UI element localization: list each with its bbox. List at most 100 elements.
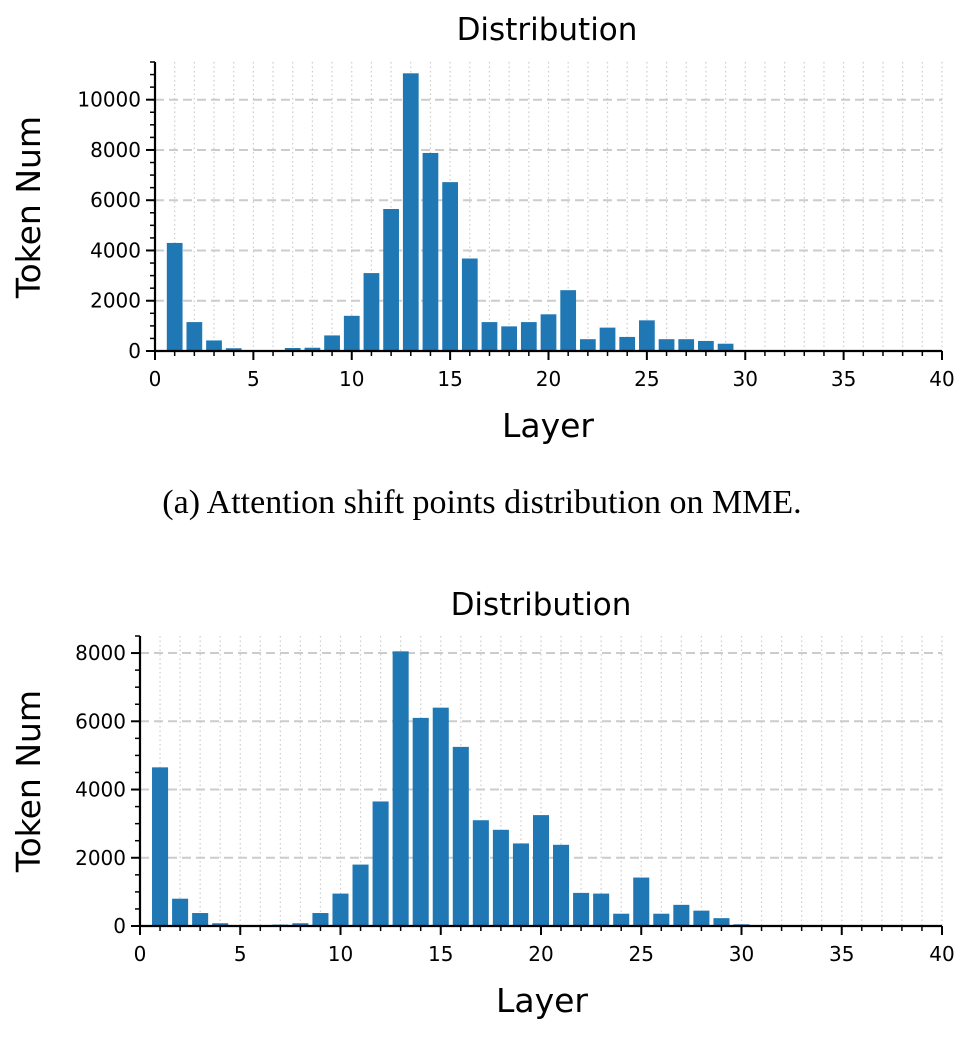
chart-b-bar-layer-4 <box>212 923 229 926</box>
chart-b-bar-layer-3 <box>192 913 209 926</box>
chart-a-bar-layer-4 <box>225 348 242 351</box>
chart-a-bar-layer-11 <box>363 273 380 351</box>
chart-b: Distribution 0 5 10 15 20 25 30 35 40 0 2000 4000 60… <box>9 587 955 1020</box>
chart-a-bar-layer-19 <box>520 322 537 351</box>
chart-b-bar-layer-12 <box>372 801 389 926</box>
chart-a-bar-layer-28 <box>698 340 714 351</box>
chart-b-title: Distribution <box>451 587 632 623</box>
chart-a-bar-layer-25 <box>639 320 655 351</box>
chart-a-bars <box>166 73 734 352</box>
chart-a-bar-layer-13 <box>402 73 419 352</box>
chart-b-ytick-label: 8000 <box>75 641 126 665</box>
chart-b-bar-layer-15 <box>432 707 449 926</box>
chart-a-grid <box>155 62 943 351</box>
chart-a-bar-layer-29 <box>717 343 734 351</box>
chart-b-bar-layer-27 <box>673 904 690 926</box>
chart-b-xtick-label: 15 <box>428 942 453 966</box>
chart-a-xtick-label: 35 <box>831 367 856 391</box>
chart-a-axes <box>146 61 943 360</box>
chart-a-bar-layer-8 <box>304 347 321 351</box>
chart-b-ytick-label: 4000 <box>75 778 126 802</box>
chart-b-bar-layer-29 <box>713 918 730 926</box>
chart-a-xtick-label: 40 <box>929 367 954 391</box>
chart-b-bar-layer-21 <box>553 844 570 926</box>
chart-a-xtick-label: 30 <box>733 367 758 391</box>
chart-b-bar-layer-22 <box>573 892 590 926</box>
chart-b-bar-layer-10 <box>332 893 349 926</box>
chart-b-ytick-label: 2000 <box>75 846 126 870</box>
chart-b-xtick-label: 0 <box>134 942 147 966</box>
chart-a-title: Distribution <box>457 12 638 48</box>
chart-a-bar-layer-12 <box>383 209 399 351</box>
chart-b-bars <box>152 651 750 926</box>
chart-a-bar-layer-21 <box>560 290 577 351</box>
chart-a-xtick-label: 5 <box>247 367 260 391</box>
chart-b-bar-layer-9 <box>312 913 329 926</box>
chart-b-bar-layer-19 <box>512 843 529 926</box>
chart-a-ytick-label: 10000 <box>77 88 141 112</box>
chart-b-ticks: 0 5 10 15 20 25 30 35 40 0 2000 4000 6000 8000 <box>75 641 955 966</box>
chart-b-xtick-label: 20 <box>528 942 553 966</box>
chart-b-bar-layer-25 <box>633 877 650 926</box>
chart-a-xtick-label: 0 <box>149 367 162 391</box>
chart-a-bar-layer-16 <box>461 258 478 351</box>
chart-a-bar-layer-27 <box>678 339 695 351</box>
chart-b-bar-layer-28 <box>693 910 710 926</box>
chart-b-bar-layer-11 <box>352 864 369 926</box>
chart-b-ylabel: Token Num <box>9 690 48 873</box>
chart-a-bar-layer-20 <box>540 314 557 351</box>
chart-b-bar-layer-20 <box>532 815 550 926</box>
chart-a-ytick-label: 2000 <box>90 289 141 313</box>
chart-a-ytick-label: 0 <box>128 339 141 363</box>
chart-b-bar-layer-2 <box>172 898 189 926</box>
chart-a-bar-layer-14 <box>422 152 439 351</box>
chart-a-xtick-label: 15 <box>437 367 462 391</box>
chart-b-xtick-label: 40 <box>929 942 954 966</box>
chart-a-bar-layer-17 <box>481 322 498 351</box>
chart-a-ylabel: Token Num <box>9 116 48 299</box>
chart-a-xtick-label: 25 <box>634 367 659 391</box>
chart-b-xtick-label: 35 <box>829 942 854 966</box>
chart-a-bar-layer-1 <box>166 242 183 351</box>
chart-b-ytick-label: 0 <box>113 914 126 938</box>
chart-b-bar-layer-8 <box>292 923 309 926</box>
chart-a-ytick-label: 4000 <box>90 238 141 262</box>
chart-b-xtick-label: 10 <box>328 942 353 966</box>
chart-a-caption: (a) Attention shift points distribution … <box>162 484 801 521</box>
chart-a-bar-layer-7 <box>284 347 301 351</box>
chart-b-xlabel: Layer <box>496 981 588 1020</box>
chart-b-bar-layer-18 <box>492 829 509 926</box>
chart-a-xtick-label: 10 <box>339 367 364 391</box>
chart-a-ticks: 0 5 10 15 20 25 30 35 40 0 2000 4000 6000 8000 10000 <box>77 88 954 391</box>
chart-b-bar-layer-14 <box>412 717 429 926</box>
chart-b-ytick-label: 6000 <box>75 709 126 733</box>
chart-b-bar-layer-26 <box>653 913 670 926</box>
chart-a-xlabel: Layer <box>502 406 594 445</box>
chart-a-bar-layer-2 <box>186 322 203 351</box>
chart-b-xtick-label: 25 <box>629 942 654 966</box>
chart-b-bar-layer-16 <box>452 746 469 926</box>
chart-b-bar-layer-1 <box>152 767 169 926</box>
chart-b-bar-layer-13 <box>392 651 409 926</box>
chart-b-axes <box>131 635 943 935</box>
chart-b-bar-layer-24 <box>613 913 630 926</box>
chart-a-bar-layer-18 <box>501 326 518 351</box>
chart-a-bar-layer-3 <box>206 340 222 351</box>
chart-a-bar-layer-23 <box>599 327 616 351</box>
chart-a-bar-layer-15 <box>442 182 458 351</box>
chart-a-bar-layer-10 <box>343 315 360 351</box>
chart-b-bar-layer-23 <box>593 893 610 926</box>
chart-a: Distribution 0 5 10 15 20 25 30 35 40 0 2000 4000 60… <box>9 12 955 445</box>
chart-b-bar-layer-17 <box>472 820 489 926</box>
chart-a-bar-layer-9 <box>324 335 340 351</box>
chart-a-bar-layer-24 <box>619 336 636 351</box>
chart-a-ytick-label: 8000 <box>90 138 141 162</box>
chart-b-xtick-label: 5 <box>234 942 247 966</box>
chart-b-xtick-label: 30 <box>729 942 754 966</box>
chart-a-bar-layer-26 <box>658 339 675 351</box>
chart-a-bar-layer-22 <box>579 339 596 351</box>
chart-a-ytick-label: 6000 <box>90 188 141 212</box>
chart-a-xtick-label: 20 <box>536 367 561 391</box>
